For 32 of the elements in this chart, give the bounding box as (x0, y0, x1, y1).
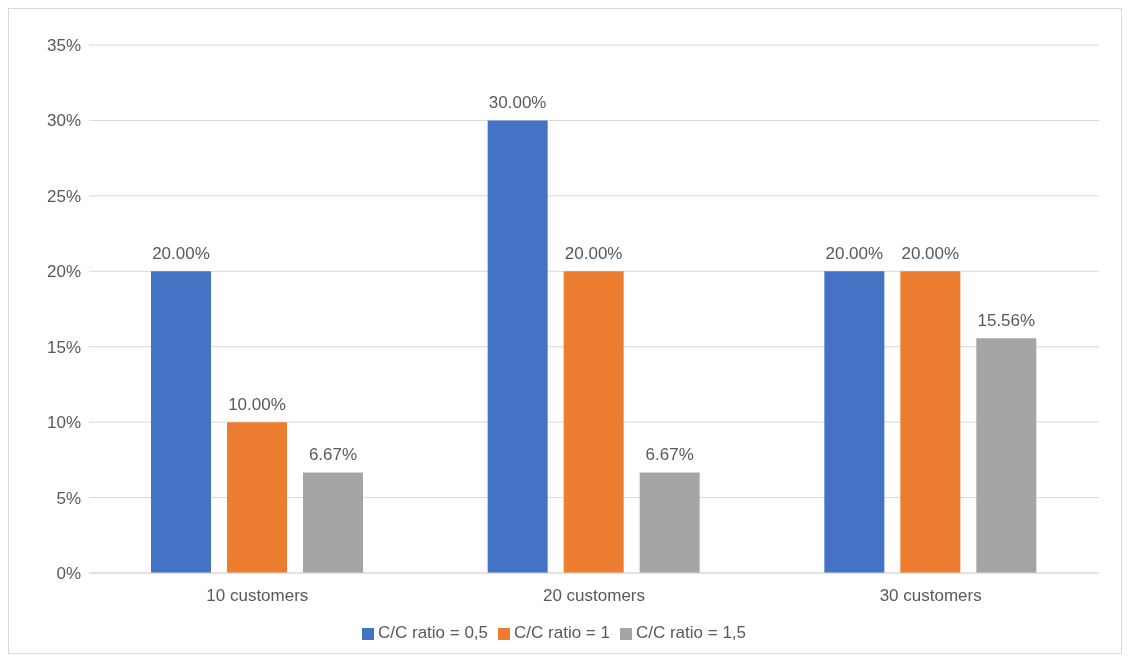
bar (639, 472, 700, 573)
y-tick-label: 5% (56, 488, 81, 508)
y-tick-label: 25% (46, 186, 81, 206)
y-tick-label: 0% (56, 564, 81, 584)
bar (976, 338, 1037, 573)
x-tick-label: 10 customers (206, 586, 309, 606)
bar (151, 271, 211, 573)
data-label: 30.00% (488, 93, 547, 113)
x-tick-label: 30 customers (879, 586, 982, 606)
bar (563, 271, 624, 573)
x-tick-label: 20 customers (542, 586, 646, 606)
data-label: 6.67% (308, 445, 358, 465)
legend-label: C/C ratio = 1,5 (635, 623, 747, 642)
y-tick-label: 15% (46, 337, 81, 357)
y-tick-label: 30% (46, 111, 81, 131)
bar (303, 472, 363, 573)
data-label: 20.00% (152, 244, 210, 264)
legend-label: C/C ratio = 0,5 (377, 623, 489, 642)
legend-label: C/C ratio = 1 (514, 623, 610, 642)
bar (227, 422, 287, 573)
data-label: 20.00% (564, 244, 623, 264)
data-label: 10.00% (228, 395, 286, 415)
bar (824, 271, 885, 573)
bar (900, 271, 961, 573)
data-label: 6.67% (645, 445, 694, 465)
bar (487, 120, 548, 573)
data-label: 20.00% (901, 244, 960, 264)
data-label: 20.00% (825, 244, 884, 264)
y-tick-label: 10% (46, 413, 81, 433)
y-tick-label: 20% (46, 262, 81, 282)
y-tick-label: 35% (46, 36, 81, 56)
data-label: 15.56% (977, 311, 1036, 331)
